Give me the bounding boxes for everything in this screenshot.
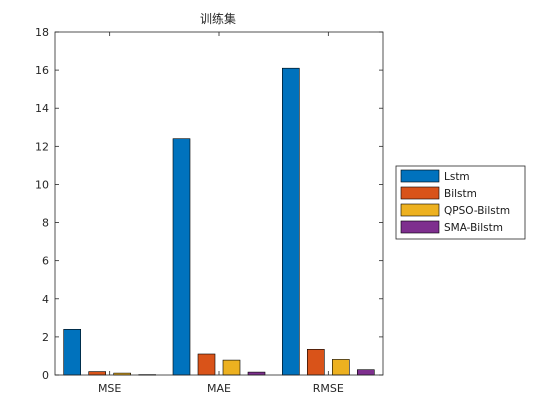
bar-bilstm-mae [197, 353, 216, 376]
legend-label-lstm: Lstm [444, 171, 470, 183]
legend-swatch-qpso-bilstm [400, 203, 440, 217]
legend-label-qpso-bilstm: QPSO-Bilstm [444, 205, 510, 217]
y-tick-label: 12 [35, 140, 49, 153]
bar-qpso-bilstm-mae [222, 359, 241, 376]
y-tick-label: 4 [42, 293, 49, 306]
legend-label-sma-bilstm: SMA-Bilstm [444, 222, 503, 234]
y-tick-label: 0 [42, 369, 49, 382]
bar-bilstm-rmse [306, 348, 325, 376]
chart-title: 训练集 [200, 11, 236, 26]
legend-swatch-sma-bilstm [400, 220, 440, 234]
bar-lstm-mse [63, 328, 82, 376]
legend: Lstm Bilstm QPSO-Bilstm SMA-Bilstm [395, 165, 526, 240]
legend-label-bilstm: Bilstm [444, 188, 477, 200]
plot-background [55, 32, 383, 375]
y-tick-label: 18 [35, 26, 49, 39]
y-tick-label: 2 [42, 331, 49, 344]
bar-qpso-bilstm-rmse [331, 359, 350, 376]
x-tick-label: RMSE [313, 382, 344, 395]
y-tick-label: 16 [35, 64, 49, 77]
y-tick-label: 8 [42, 217, 49, 230]
bar-sma-bilstm-mae [247, 371, 266, 376]
legend-swatch-lstm [400, 169, 440, 183]
bars-group [63, 67, 375, 376]
bar-lstm-mae [172, 138, 191, 376]
y-tick-label: 10 [35, 178, 49, 191]
x-tick-label: MSE [98, 382, 121, 395]
x-tick-label: MAE [207, 382, 231, 395]
bar-bilstm-mse [88, 371, 106, 376]
y-tick-label: 14 [35, 102, 49, 115]
legend-swatch-bilstm [400, 186, 440, 200]
bar-sma-bilstm-rmse [356, 369, 375, 376]
axes: 0 2 4 6 8 10 12 14 16 18 MSE MAE RMSE [35, 26, 384, 395]
y-tick-label: 6 [42, 255, 49, 268]
plot-area [55, 32, 383, 375]
bar-lstm-rmse [281, 67, 300, 376]
